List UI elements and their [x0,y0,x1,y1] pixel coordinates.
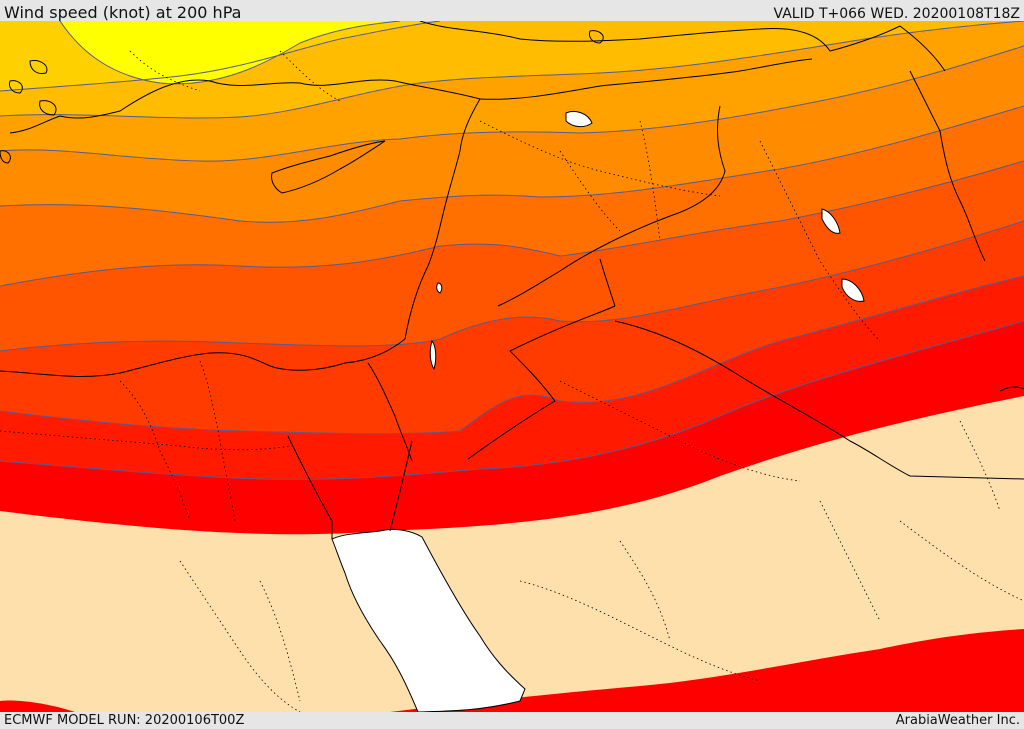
province-line [899,520,1024,602]
coastline-turkey [9,79,481,134]
wind-band-southwest [0,700,75,712]
province-line [519,580,761,682]
border-egypt-israel [367,362,413,462]
province-line [259,580,301,702]
wind-band-south [390,629,1024,712]
footer-bar [0,712,1024,729]
contour-line [0,45,1024,162]
province-line [559,150,621,232]
province-line [179,560,301,712]
province-line [959,420,1001,512]
border-iraq-iran [909,70,986,262]
contour-line [0,320,1024,480]
island [9,80,23,94]
border-jordan-iraq [599,258,616,307]
province-line [279,50,341,102]
border-jordan-saudi [467,305,616,460]
province-line [479,120,721,197]
lake-van [565,110,593,128]
coastline-gulf-of-aqaba [389,440,413,532]
contour-line [0,275,1024,435]
coastline-caspian [899,25,946,72]
border-syria-iraq [497,105,726,307]
province-line [819,500,881,622]
contour-line [0,105,1024,223]
contour-line [0,21,1024,119]
border-syria-turkey [479,58,813,100]
coastline-black-sea [419,21,901,52]
island [29,60,48,74]
island [0,150,11,164]
wind-speed-map [0,21,1024,712]
lake-tiberias [436,282,443,294]
border-saudi-iraq [614,320,1024,480]
contour-line [59,21,401,85]
model-run-label: ECMWF MODEL RUN: 20200106T00Z [4,713,245,728]
aegean-islands [0,30,604,164]
wind-contours [0,21,1024,480]
coastline-gulf-of-suez [287,435,333,539]
province-line [119,380,191,522]
province-line [639,120,661,242]
island [39,100,57,116]
map-title: Wind speed (knot) at 200 hPa [4,3,242,22]
wind-band-1 [60,21,400,84]
province-line [129,50,201,92]
province-boundaries [0,50,1024,712]
coastline-persian-gulf [999,386,1024,392]
province-line [619,540,671,642]
valid-time: VALID T+066 WED. 20200108T18Z [773,6,1020,22]
red-sea [331,528,526,712]
lake-tharthar [821,208,841,234]
island [589,30,604,44]
coastlines [0,21,1024,539]
coastline-north-africa [0,338,406,377]
dead-sea [429,339,437,371]
credit-label: ArabiaWeather Inc. [895,713,1020,728]
province-line [559,380,801,482]
lake-habbaniyah [841,278,865,302]
header-bar [0,0,1024,21]
country-borders [367,58,1024,480]
contour-line [0,21,441,92]
cyprus [271,140,386,194]
contour-line [0,220,1024,352]
coastline-levant [404,98,481,340]
